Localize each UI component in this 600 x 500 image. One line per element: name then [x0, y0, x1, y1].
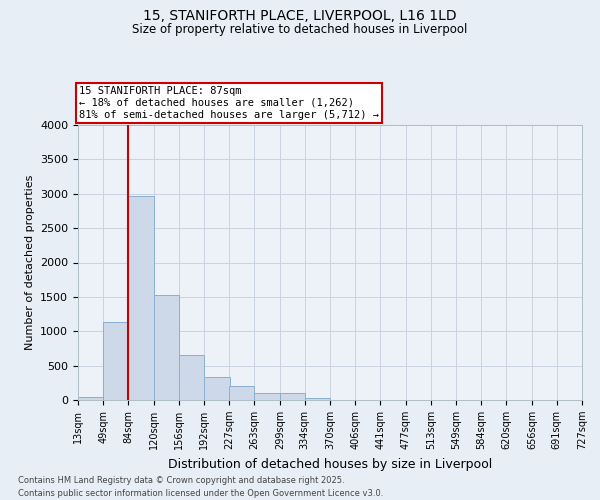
- Bar: [280, 393, 305, 400]
- Text: Contains HM Land Registry data © Crown copyright and database right 2025.: Contains HM Land Registry data © Crown c…: [18, 476, 344, 485]
- Bar: [179, 356, 205, 400]
- Bar: [128, 196, 154, 400]
- Bar: [254, 393, 280, 400]
- Text: 15, STANIFORTH PLACE, LIVERPOOL, L16 1LD: 15, STANIFORTH PLACE, LIVERPOOL, L16 1LD: [143, 9, 457, 23]
- Text: Size of property relative to detached houses in Liverpool: Size of property relative to detached ho…: [133, 22, 467, 36]
- Bar: [78, 396, 103, 400]
- Y-axis label: Number of detached properties: Number of detached properties: [25, 175, 35, 350]
- X-axis label: Distribution of detached houses by size in Liverpool: Distribution of detached houses by size …: [168, 458, 492, 470]
- Bar: [103, 322, 129, 400]
- Bar: [305, 398, 330, 400]
- Bar: [154, 295, 179, 400]
- Bar: [229, 386, 254, 400]
- Text: Contains public sector information licensed under the Open Government Licence v3: Contains public sector information licen…: [18, 489, 383, 498]
- Text: 15 STANIFORTH PLACE: 87sqm
← 18% of detached houses are smaller (1,262)
81% of s: 15 STANIFORTH PLACE: 87sqm ← 18% of deta…: [79, 86, 379, 120]
- Bar: [205, 376, 230, 400]
